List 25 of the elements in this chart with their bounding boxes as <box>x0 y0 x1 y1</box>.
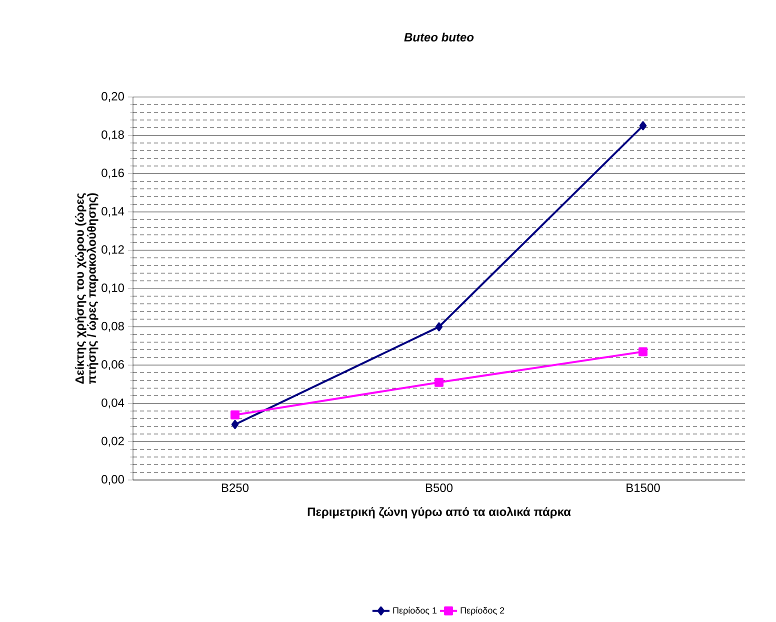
chart-title: Buteo buteo <box>404 32 474 42</box>
y-tick-label: 0,12 <box>102 245 124 256</box>
x-axis-title: Περιμετρική ζώνη γύρω από τα αιολικά πάρκα <box>308 506 571 518</box>
y-tick-label: 0,08 <box>102 322 124 332</box>
y-tick-label: 0,20 <box>102 92 124 102</box>
y-tick-label: 0,16 <box>102 168 124 179</box>
point <box>435 322 443 332</box>
x-tick-label: B250 <box>222 484 249 492</box>
point <box>231 420 239 429</box>
y-tick-label: 0,06 <box>102 360 124 370</box>
y-tick-label: 0,10 <box>102 284 124 294</box>
x-tick-label: B500 <box>426 484 453 492</box>
y-tick-label: 0,04 <box>102 398 124 408</box>
y-tick-label: 0,18 <box>102 130 124 140</box>
x-tick-label: B1500 <box>626 484 660 492</box>
legend-label: Περίοδος 1 <box>393 606 437 616</box>
point <box>638 347 648 356</box>
point <box>639 121 647 130</box>
y-tick-label: 0,14 <box>102 206 124 217</box>
y-tick-label: 0,00 <box>102 475 124 485</box>
legend-label: Περίοδος 2 <box>460 606 504 616</box>
point <box>230 410 240 420</box>
point <box>434 378 444 387</box>
y-tick-label: 0,02 <box>102 436 124 447</box>
y-axis-title: Δείκτης χρήσης του χώρου (ώρες πτήσης / ώρες παρακολούθησης) <box>74 193 98 384</box>
